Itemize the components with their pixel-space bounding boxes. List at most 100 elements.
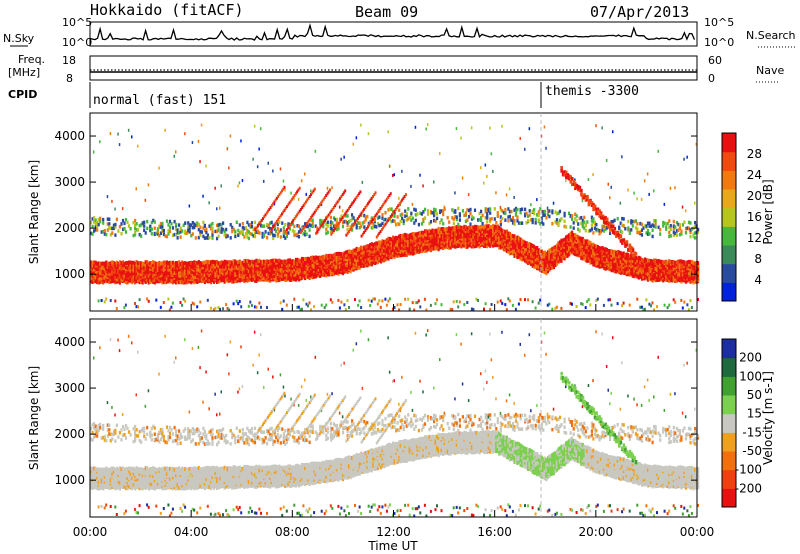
power-echo-main	[387, 239, 390, 244]
power-echo-upper	[455, 217, 458, 222]
power-echo-near	[546, 303, 549, 307]
power-echo-upper	[646, 229, 650, 233]
power-echo-main	[429, 235, 433, 240]
power-echo-main	[152, 267, 155, 272]
power-echo-main	[282, 273, 285, 278]
power-echo-main	[96, 269, 99, 274]
power-echo-upper	[410, 218, 413, 222]
power-echo-main	[246, 258, 249, 263]
power-echo-main	[200, 279, 203, 284]
power-echo-upper	[341, 224, 345, 229]
power-echo-main	[158, 266, 161, 271]
power-echo-main	[146, 262, 149, 267]
power-echo-main	[571, 248, 574, 253]
power-echo-main	[522, 245, 525, 250]
power-echo-scatter	[144, 198, 147, 202]
power-echo-main	[196, 263, 199, 268]
power-echo-main	[404, 232, 407, 237]
power-echo-main	[615, 255, 618, 260]
cpid-segment-normal: normal (fast) 151	[93, 93, 226, 108]
power-echo-main	[517, 245, 521, 250]
power-echo-main	[220, 275, 223, 280]
power-echo-main	[455, 228, 458, 233]
power-echo-main	[616, 265, 619, 270]
power-echo-near	[228, 308, 231, 312]
power-echo-main	[226, 260, 229, 265]
power-echo-upper	[372, 225, 375, 230]
power-echo-upper	[329, 222, 332, 227]
power-echo-upper	[270, 230, 273, 234]
power-echo-main	[331, 254, 334, 259]
power-echo-main	[451, 235, 454, 239]
power-echo-upper	[263, 224, 266, 228]
power-echo-main	[636, 262, 639, 267]
power-echo-main	[640, 257, 644, 262]
power-echo-main	[132, 276, 135, 281]
power-echo-near	[440, 303, 443, 307]
power-echo-upper	[622, 217, 625, 221]
power-echo-upper	[463, 213, 466, 217]
power-echo-main	[219, 278, 222, 283]
power-echo-main	[325, 253, 328, 258]
power-echo-main	[131, 269, 134, 274]
power-echo-main	[484, 233, 487, 237]
power-echo-main	[291, 265, 294, 270]
power-echo-near	[147, 299, 150, 303]
power-echo-near	[640, 305, 643, 309]
power-echo-main	[346, 254, 349, 259]
power-echo-main	[663, 260, 666, 265]
power-echo-main	[592, 242, 595, 247]
power-echo-main	[536, 259, 539, 264]
power-echo-main	[131, 276, 134, 281]
power-echo-main	[584, 245, 587, 250]
power-echo-main	[326, 258, 329, 263]
power-echo-main	[357, 248, 360, 252]
power-echo-upper	[434, 208, 437, 212]
power-echo-scatter	[263, 179, 265, 183]
power-echo-main	[599, 264, 603, 269]
power-echo-near	[123, 306, 126, 310]
power-echo-main	[566, 245, 569, 249]
power-echo-main	[222, 268, 225, 273]
power-echo-upper	[605, 226, 609, 230]
power-echo-upper	[548, 214, 551, 219]
power-echo-main	[123, 278, 126, 283]
power-echo-main	[583, 244, 586, 249]
power-echo-upper	[234, 229, 237, 234]
power-echo-main	[595, 249, 598, 254]
power-echo-main	[167, 273, 170, 277]
power-echo-main	[310, 260, 313, 265]
power-echo-near	[554, 306, 557, 310]
power-echo-main	[481, 231, 484, 236]
power-echo-near	[404, 297, 407, 301]
power-echo-main	[290, 259, 293, 264]
power-echo-main	[484, 224, 487, 229]
power-echo-main	[498, 245, 501, 250]
power-echo-main	[305, 270, 308, 275]
power-echo-main	[322, 254, 325, 259]
power-echo-main	[206, 262, 209, 267]
power-echo-upper	[96, 220, 99, 225]
power-echo-main	[496, 242, 499, 247]
power-echo-upper	[490, 217, 493, 221]
power-echo-upper	[548, 209, 551, 213]
power-echo-main	[495, 238, 498, 243]
power-echo-main	[123, 266, 126, 270]
power-echo-main	[179, 267, 182, 272]
power-echo-main	[344, 267, 348, 272]
power-echo-upper	[595, 227, 598, 232]
power-echo-main	[631, 263, 634, 268]
power-echo-upper	[300, 225, 304, 230]
power-echo-main	[493, 224, 496, 229]
power-echo-upper	[94, 225, 97, 229]
power-echo-main	[338, 262, 342, 267]
power-echo-main	[445, 237, 448, 242]
power-echo-main	[521, 244, 524, 249]
power-echo-main	[216, 280, 219, 284]
power-echo-main	[156, 271, 159, 275]
power-echo-main	[437, 240, 440, 245]
power-echo-upper	[264, 230, 267, 234]
power-echo-upper	[457, 222, 460, 227]
power-echo-main	[583, 255, 586, 260]
power-echo-upper	[433, 210, 436, 215]
